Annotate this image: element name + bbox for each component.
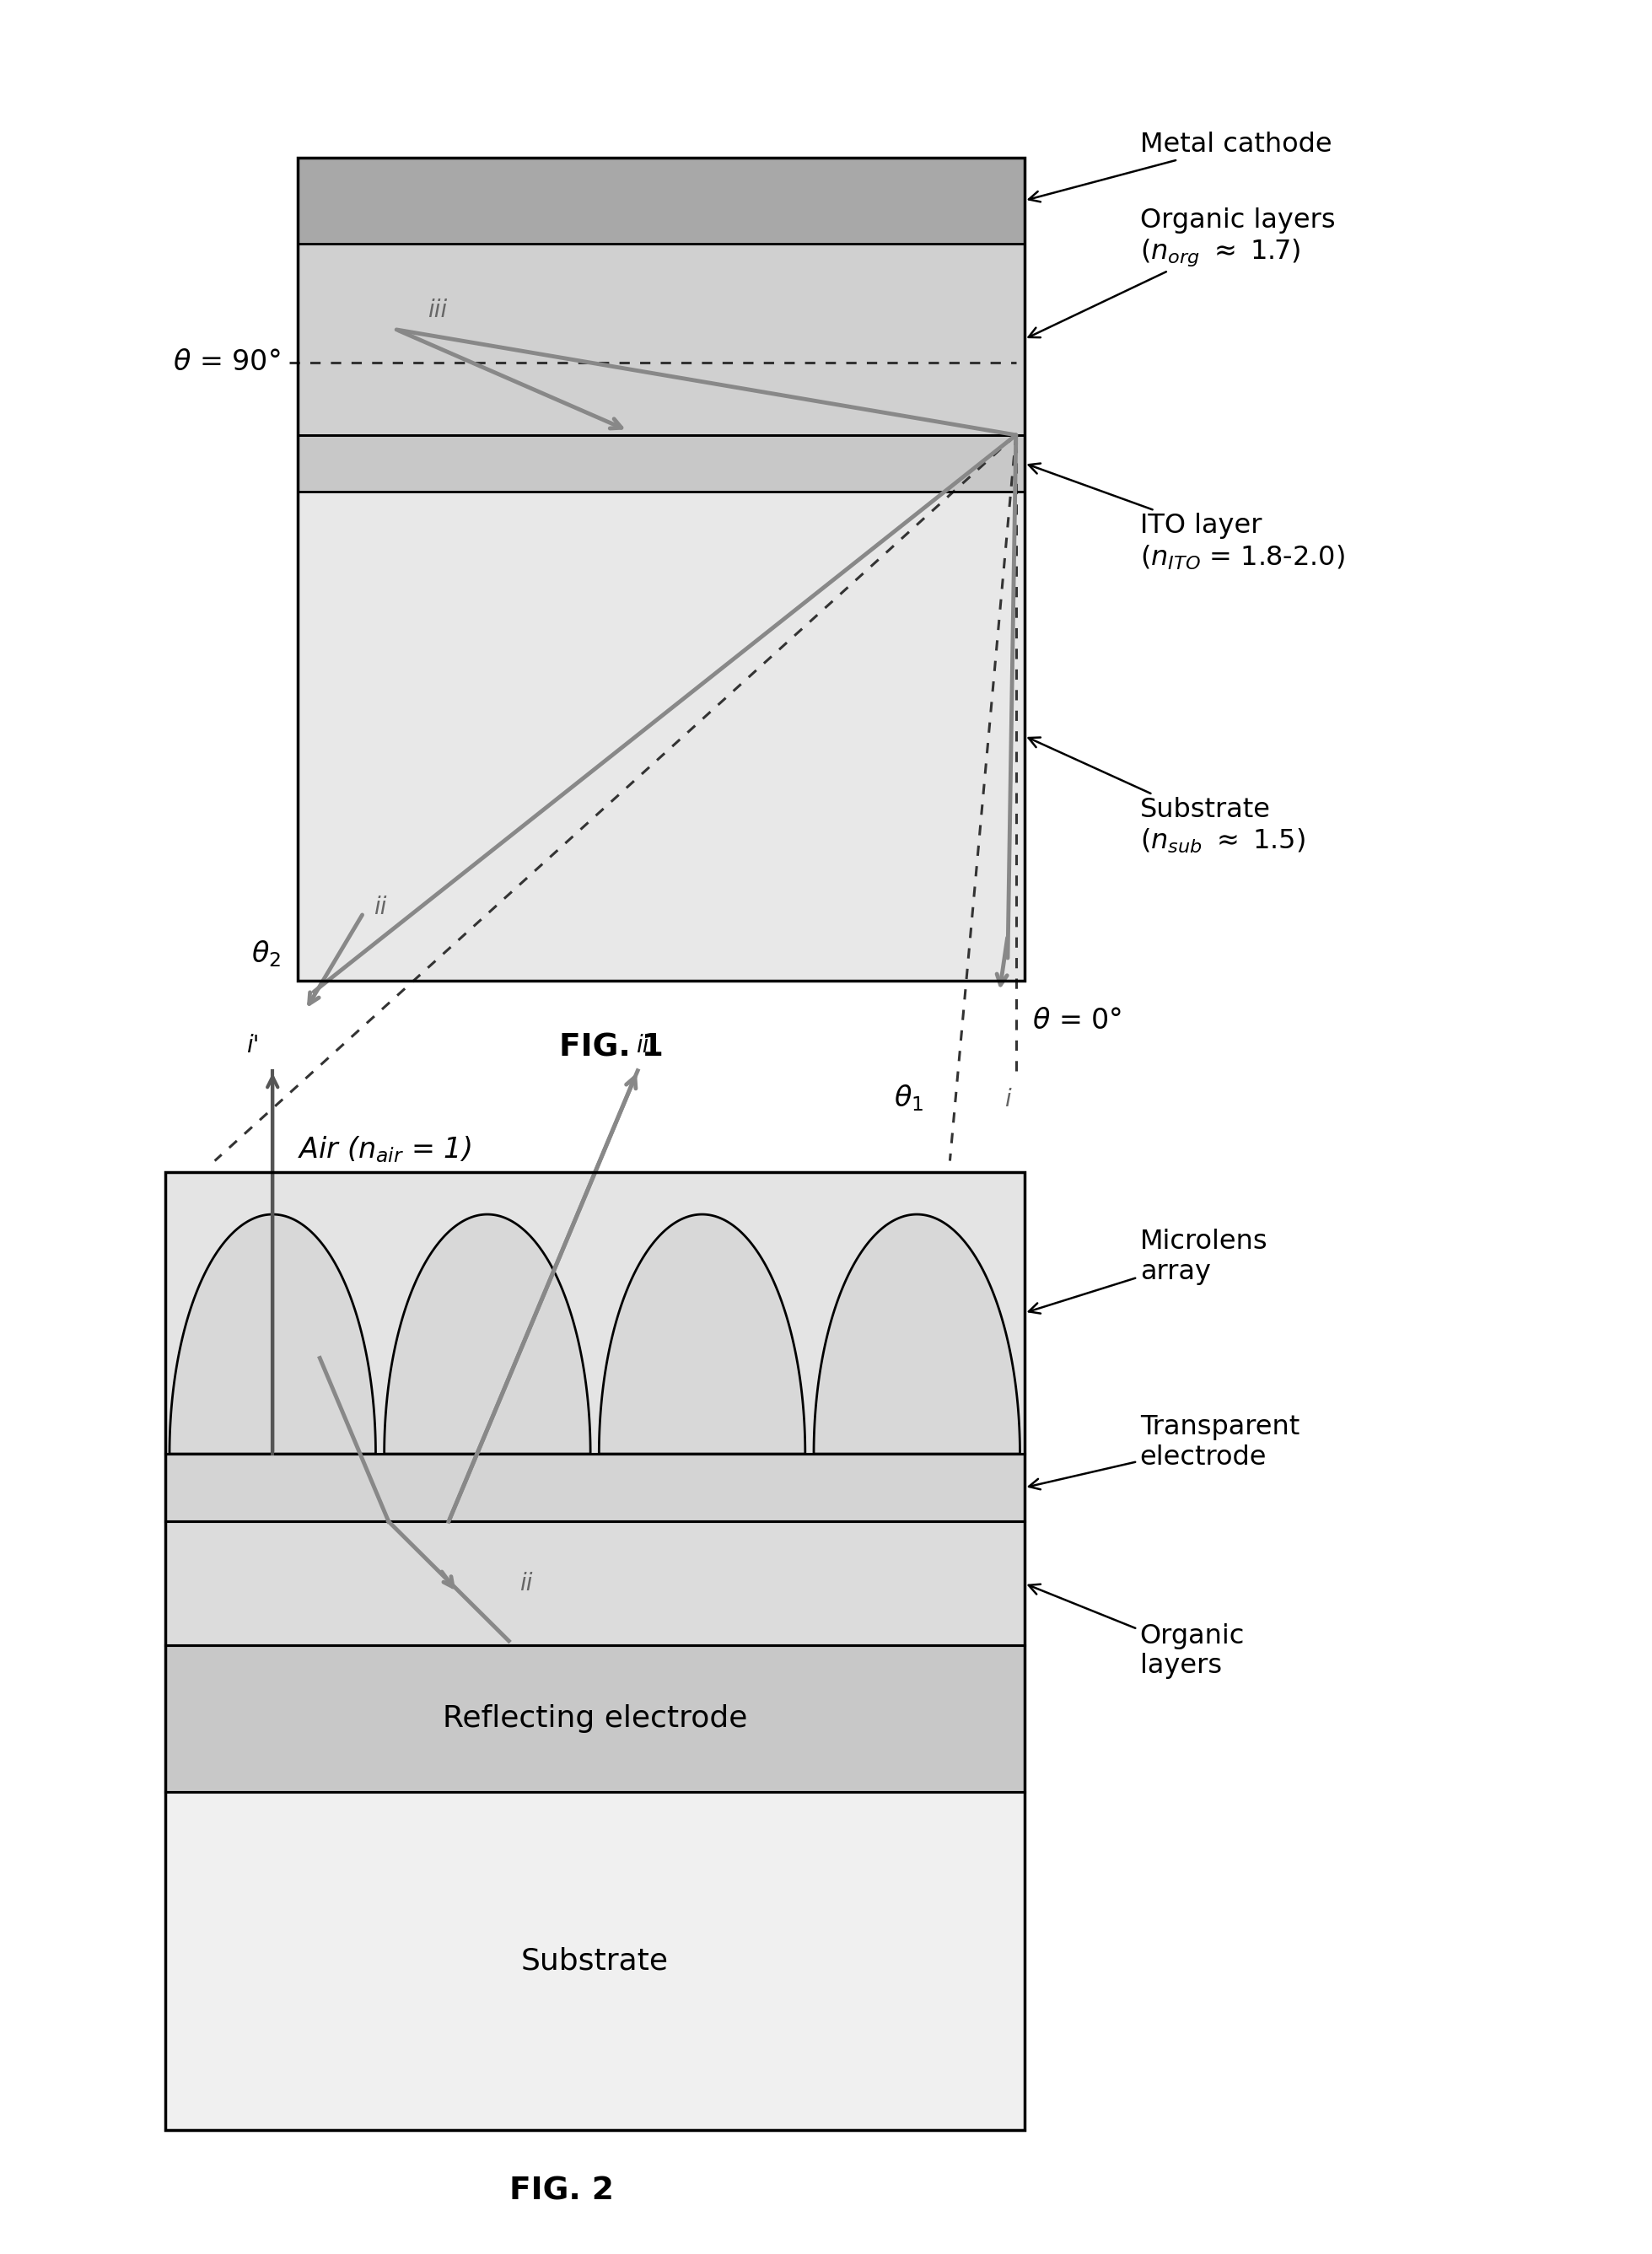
Polygon shape bbox=[814, 1215, 1019, 1454]
Text: Organic layers
($n_{org}$ $\approx$ 1.7): Organic layers ($n_{org}$ $\approx$ 1.7) bbox=[1029, 207, 1335, 338]
Text: i: i bbox=[1004, 1089, 1011, 1111]
Text: $\theta_1$: $\theta_1$ bbox=[894, 1082, 923, 1113]
Text: Organic
layers: Organic layers bbox=[1029, 1585, 1244, 1679]
Bar bbox=[297, 491, 1024, 980]
Bar bbox=[165, 1792, 1024, 2130]
Text: ii: ii bbox=[519, 1571, 532, 1596]
Bar bbox=[165, 1645, 1024, 1792]
Bar bbox=[297, 158, 1024, 980]
Text: $\theta$ = 0°: $\theta$ = 0° bbox=[1032, 1008, 1122, 1035]
Text: iii: iii bbox=[428, 300, 448, 322]
Bar bbox=[297, 435, 1024, 491]
Text: Reflecting electrode: Reflecting electrode bbox=[443, 1704, 747, 1733]
Bar bbox=[165, 1521, 1024, 1645]
Text: Substrate: Substrate bbox=[520, 1947, 669, 1975]
Text: $\theta$ = 90°: $\theta$ = 90° bbox=[173, 349, 281, 376]
Text: FIG. 2: FIG. 2 bbox=[509, 2175, 615, 2207]
Text: i': i' bbox=[246, 1035, 259, 1057]
Text: Microlens
array: Microlens array bbox=[1029, 1228, 1267, 1314]
Text: ii': ii' bbox=[636, 1035, 656, 1057]
Text: Air ($n_{air}$ = 1): Air ($n_{air}$ = 1) bbox=[297, 1134, 471, 1165]
Text: $\theta_2$: $\theta_2$ bbox=[251, 940, 281, 969]
Text: Substrate
($n_{sub}$ $\approx$ 1.5): Substrate ($n_{sub}$ $\approx$ 1.5) bbox=[1029, 737, 1305, 857]
Polygon shape bbox=[385, 1215, 590, 1454]
Text: ITO layer
($n_{ITO}$ = 1.8-2.0): ITO layer ($n_{ITO}$ = 1.8-2.0) bbox=[1029, 464, 1345, 573]
Bar bbox=[165, 1172, 1024, 1454]
Bar bbox=[297, 158, 1024, 243]
Polygon shape bbox=[170, 1215, 375, 1454]
Bar bbox=[297, 243, 1024, 435]
Text: ii: ii bbox=[373, 895, 387, 920]
Text: FIG. 1: FIG. 1 bbox=[558, 1032, 664, 1064]
Bar bbox=[165, 1454, 1024, 1521]
Text: Metal cathode: Metal cathode bbox=[1029, 131, 1332, 203]
Text: Transparent
electrode: Transparent electrode bbox=[1029, 1416, 1300, 1490]
Polygon shape bbox=[600, 1215, 805, 1454]
Bar bbox=[165, 1172, 1024, 2130]
